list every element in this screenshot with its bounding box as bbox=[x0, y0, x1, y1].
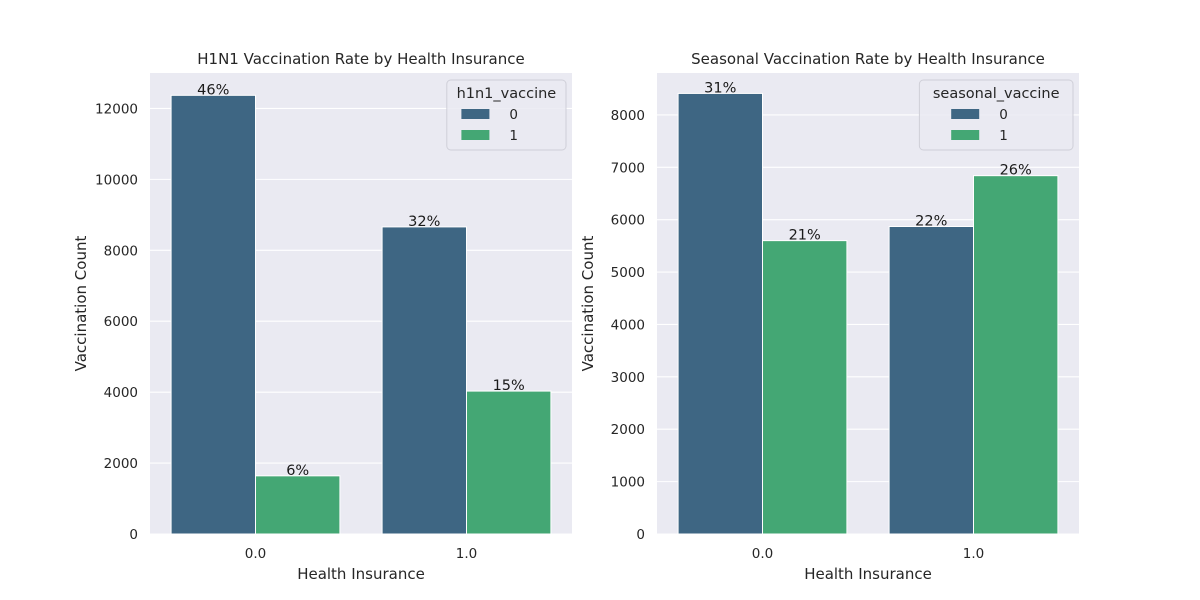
bar-data-label: 26% bbox=[1000, 163, 1032, 179]
y-tick-label: 3000 bbox=[611, 370, 645, 386]
y-tick-label: 0 bbox=[636, 527, 645, 543]
legend-swatch-1 bbox=[461, 130, 490, 140]
bar-data-label: 6% bbox=[286, 463, 309, 479]
chart-panel-1: 0 2000 4000 6000 8000 10000 12000 46% 6% 0.0 32% 15… bbox=[72, 50, 572, 583]
y-tick-label: 4000 bbox=[611, 317, 645, 333]
chart-title: Seasonal Vaccination Rate by Health Insu… bbox=[691, 50, 1045, 68]
y-tick-label: 6000 bbox=[104, 314, 138, 330]
bar-0-0.0 bbox=[677, 92, 763, 535]
bar-1-0.0 bbox=[762, 240, 848, 535]
y-axis-label: Vaccination Count bbox=[579, 236, 597, 372]
bar-0-1.0 bbox=[381, 226, 468, 535]
legend-title: h1n1_vaccine bbox=[457, 86, 557, 102]
legend-swatch-0 bbox=[951, 109, 980, 119]
bar-data-label: 22% bbox=[915, 213, 947, 229]
chart-panel-2: 0 1000 2000 3000 4000 5000 6000 7000 8000 31% 21% 0… bbox=[579, 50, 1079, 583]
y-tick-label: 2000 bbox=[104, 456, 138, 472]
x-tick-label: 1.0 bbox=[456, 546, 477, 562]
bar-data-label: 32% bbox=[408, 214, 440, 230]
y-tick-label: 1000 bbox=[611, 475, 645, 491]
y-tick-label: 12000 bbox=[95, 101, 138, 117]
y-tick-label: 8000 bbox=[104, 243, 138, 259]
y-tick-label: 4000 bbox=[104, 385, 138, 401]
chart-title: H1N1 Vaccination Rate by Health Insuranc… bbox=[197, 50, 524, 68]
legend: seasonal_vaccine 0 1 bbox=[918, 79, 1074, 151]
bar-0-1.0 bbox=[888, 225, 974, 535]
bar-data-label: 31% bbox=[704, 80, 736, 96]
y-axis-label: Vaccination Count bbox=[72, 236, 90, 372]
bar-1-0.0 bbox=[255, 475, 341, 535]
legend-swatch-0 bbox=[461, 109, 490, 119]
legend-title: seasonal_vaccine bbox=[933, 86, 1060, 102]
x-axis-label: Health Insurance bbox=[297, 565, 425, 583]
y-tick-label: 5000 bbox=[611, 265, 645, 281]
legend: h1n1_vaccine 0 1 bbox=[446, 79, 567, 151]
x-tick-label: 0.0 bbox=[245, 546, 266, 562]
legend-label: 1 bbox=[509, 128, 518, 144]
y-tick-label: 0 bbox=[129, 527, 138, 543]
legend-label: 0 bbox=[509, 107, 518, 123]
bar-data-label: 46% bbox=[197, 82, 229, 98]
x-axis-label: Health Insurance bbox=[804, 565, 932, 583]
legend-label: 1 bbox=[999, 128, 1008, 144]
y-tick-label: 2000 bbox=[611, 422, 645, 438]
bar-data-label: 21% bbox=[789, 228, 821, 244]
y-tick-label: 8000 bbox=[611, 108, 645, 124]
bar-data-label: 15% bbox=[493, 378, 525, 394]
y-tick-label: 6000 bbox=[611, 213, 645, 229]
bar-1-1.0 bbox=[973, 175, 1059, 535]
legend-swatch-1 bbox=[951, 130, 980, 140]
x-tick-label: 0.0 bbox=[752, 546, 773, 562]
bar-1-1.0 bbox=[466, 390, 552, 535]
y-tick-label: 7000 bbox=[611, 160, 645, 176]
x-tick-label: 1.0 bbox=[963, 546, 984, 562]
bar-0-0.0 bbox=[170, 94, 257, 535]
legend-label: 0 bbox=[999, 107, 1008, 123]
y-tick-label: 10000 bbox=[95, 172, 138, 188]
